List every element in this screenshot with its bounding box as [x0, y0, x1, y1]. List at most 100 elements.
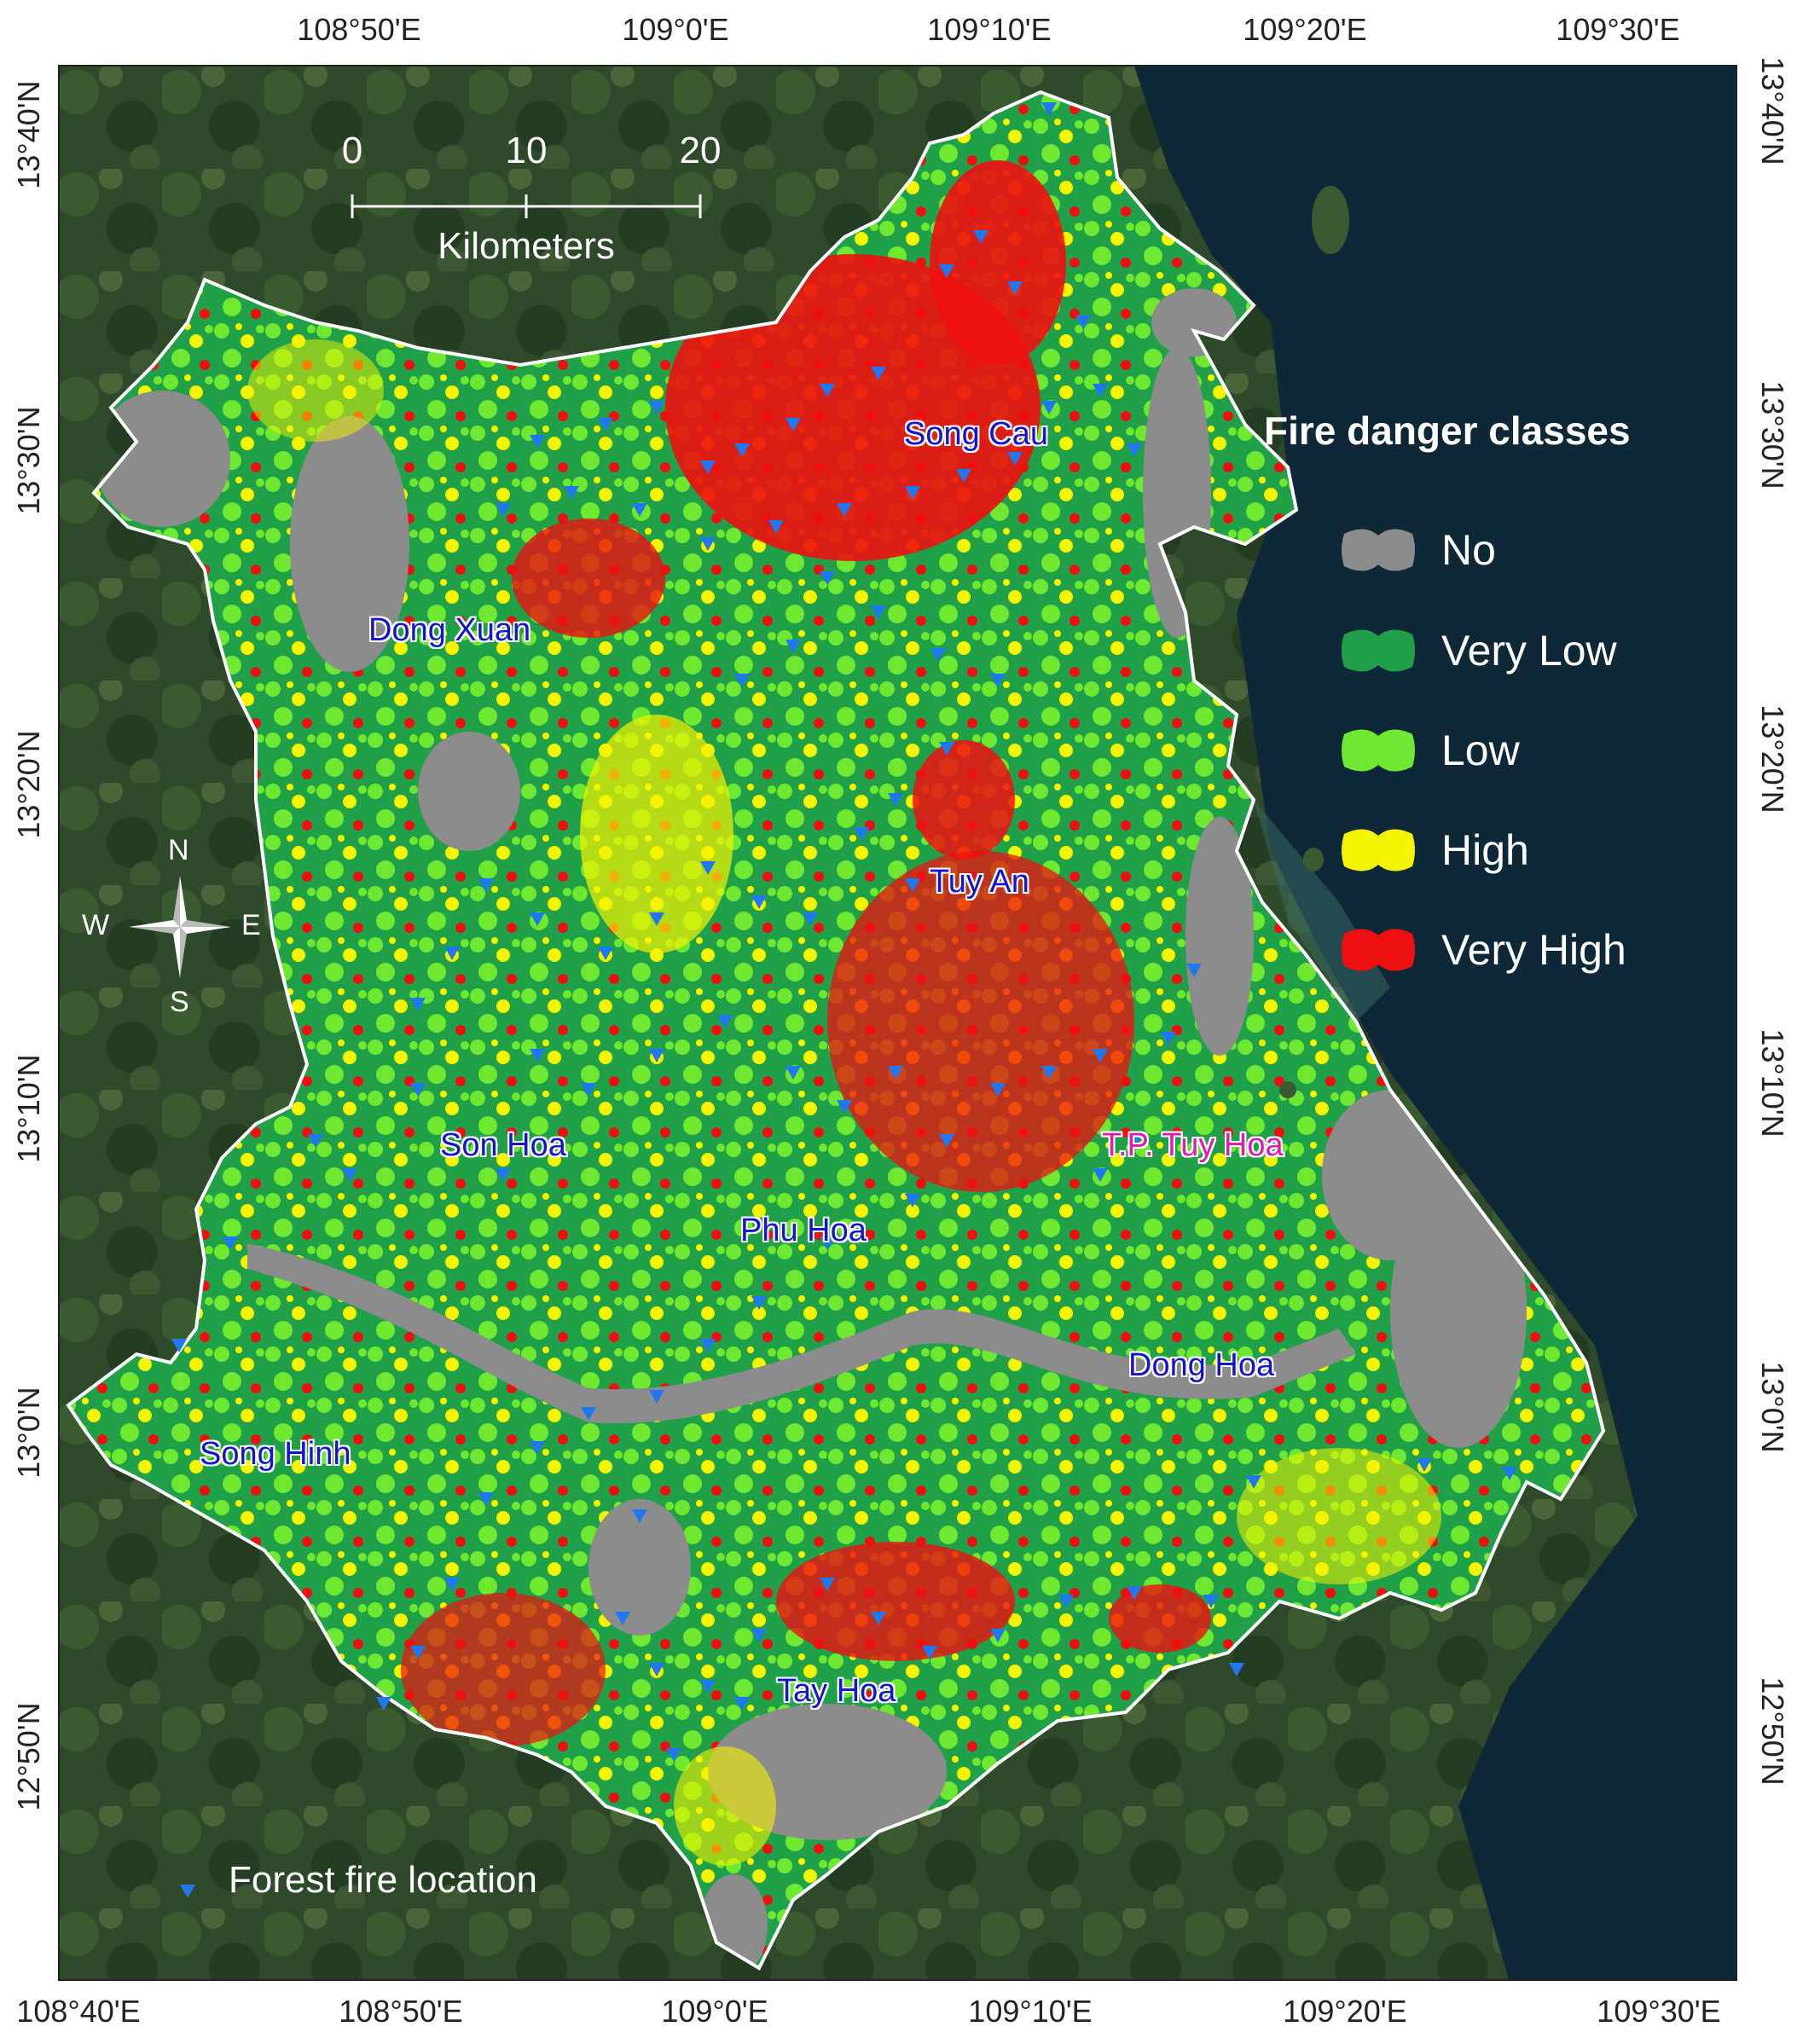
fire-location-marker [1093, 1049, 1108, 1063]
fire-location-marker [598, 947, 613, 960]
legend-label: No [1441, 526, 1496, 574]
map-frame: 0 10 20 Kilometers N S E W Song Cau Dong… [58, 65, 1737, 1981]
fire-location-marker [581, 1407, 596, 1421]
fire-location-marker [820, 384, 835, 397]
fire-location-marker [734, 674, 750, 687]
right-tick-text: 13°40'N [1755, 56, 1790, 165]
fire-location-marker [615, 1612, 630, 1625]
fire-location-marker [171, 1339, 187, 1352]
fire-location-marker [751, 1296, 767, 1310]
island [1312, 186, 1349, 254]
fire-location-marker [1093, 384, 1108, 397]
fire-location-marker [410, 998, 426, 1011]
fire-location-marker [649, 1390, 664, 1404]
fire-location-marker [1058, 1595, 1074, 1608]
top-tick-label: 109°20'E [1243, 12, 1367, 47]
island [1303, 848, 1324, 871]
fire-location-marker [837, 503, 852, 517]
fire-location-marker [478, 1492, 494, 1506]
compass-rose-icon [129, 876, 231, 978]
fire-location-marker [939, 742, 954, 756]
bottom-tick-label: 109°10'E [968, 1994, 1093, 2029]
fire-location-marker [530, 1441, 545, 1455]
district-label-dong-hoa: Dong Hoa [1128, 1347, 1275, 1383]
fire-location-marker [666, 1748, 681, 1762]
scale-label: 0 [341, 130, 363, 171]
fire-location-marker [956, 469, 971, 483]
fire-location-marker [1007, 281, 1023, 295]
fire-location-marker [632, 503, 647, 517]
fire-location-marker [734, 443, 750, 457]
legend-item-no: No [1339, 524, 1496, 576]
legend-swatch-low [1342, 729, 1415, 772]
legend-item-very-high: Very High [1339, 924, 1626, 976]
compass-e: E [241, 909, 261, 941]
bottom-tick-label: 109°30'E [1597, 1994, 1721, 2029]
fire-location-marker [496, 1168, 511, 1182]
fire-location-marker [854, 827, 869, 841]
fire-location-marker [905, 1194, 920, 1207]
bottom-tick-label: 109°0'E [661, 1994, 768, 2029]
fire-location-marker [1203, 1595, 1219, 1608]
bottom-tick-label: 108°50'E [339, 1994, 463, 2029]
fire-location-marker [717, 1015, 733, 1028]
compass-s: S [170, 986, 189, 1018]
fire-location-marker [1093, 1168, 1108, 1182]
fire-location-marker [734, 1697, 750, 1711]
legend-swatch-very-high [1342, 929, 1415, 971]
fire-location-marker [700, 1680, 716, 1694]
fire-location-marker [905, 486, 920, 500]
legend-item-very-low: Very Low [1339, 624, 1617, 677]
left-tick-text: 13°20'N [11, 730, 46, 839]
fire-location-marker [768, 520, 784, 534]
fire-location-marker [837, 1100, 852, 1114]
right-tick-text: 13°30'N [1755, 380, 1790, 489]
legend-item-low: Low [1339, 724, 1520, 777]
legend-label: Very High [1441, 926, 1626, 974]
fire-location-marker [1041, 401, 1057, 414]
legend-label: High [1441, 826, 1529, 874]
left-tick-text: 12°50'N [11, 1702, 46, 1811]
fire-legend-label: Forest fire location [229, 1859, 537, 1901]
fire-location-marker [564, 486, 579, 500]
right-tick-text: 12°50'N [1755, 1676, 1790, 1786]
fire-location-marker [973, 230, 988, 244]
fire-location-marker [1127, 1134, 1142, 1148]
fire-location-marker [478, 878, 494, 892]
island [1279, 1081, 1296, 1098]
top-tick-label: 109°0'E [622, 12, 729, 47]
scale-bar [351, 194, 702, 218]
fire-location-marker [905, 878, 920, 892]
district-label-son-hoa: Son Hoa [440, 1127, 566, 1163]
compass-n: N [168, 834, 189, 866]
fire-location-marker [700, 460, 716, 474]
fire-location-marker [888, 1066, 903, 1080]
fire-location-marker [930, 648, 946, 662]
fire-location-marker [444, 1578, 460, 1591]
fire-location-marker [308, 1134, 323, 1148]
fire-location-marker [820, 1578, 835, 1591]
fire-location-marker [649, 912, 664, 926]
left-tick-text: 13°10'N [11, 1054, 46, 1163]
legend-swatch-high [1342, 829, 1415, 871]
district-label-song-cau: Song Cau [904, 416, 1049, 452]
fire-location-marker [990, 1083, 1006, 1097]
legend-swatch-no [1342, 529, 1415, 571]
bottom-tick-label: 109°20'E [1283, 1994, 1407, 2029]
fire-location-marker [803, 912, 818, 926]
fire-location-marker [530, 435, 545, 449]
fire-location-marker [871, 605, 886, 619]
fire-location-marker [939, 264, 954, 278]
top-tick-label: 109°10'E [927, 12, 1052, 47]
top-tick-label: 109°30'E [1556, 12, 1680, 47]
fire-location-marker [922, 1646, 937, 1659]
fire-location-marker [444, 947, 460, 960]
legend-label: Very Low [1441, 627, 1617, 675]
fire-location-marker [342, 1168, 357, 1182]
map-canvas [60, 67, 1736, 1979]
fire-location-marker [598, 418, 613, 431]
fire-location-marker [700, 537, 716, 551]
fire-marker-icon [180, 1885, 195, 1898]
district-label-dong-xuan: Dong Xuan [368, 612, 531, 648]
district-label-tuy-an: Tuy An [930, 864, 1029, 900]
